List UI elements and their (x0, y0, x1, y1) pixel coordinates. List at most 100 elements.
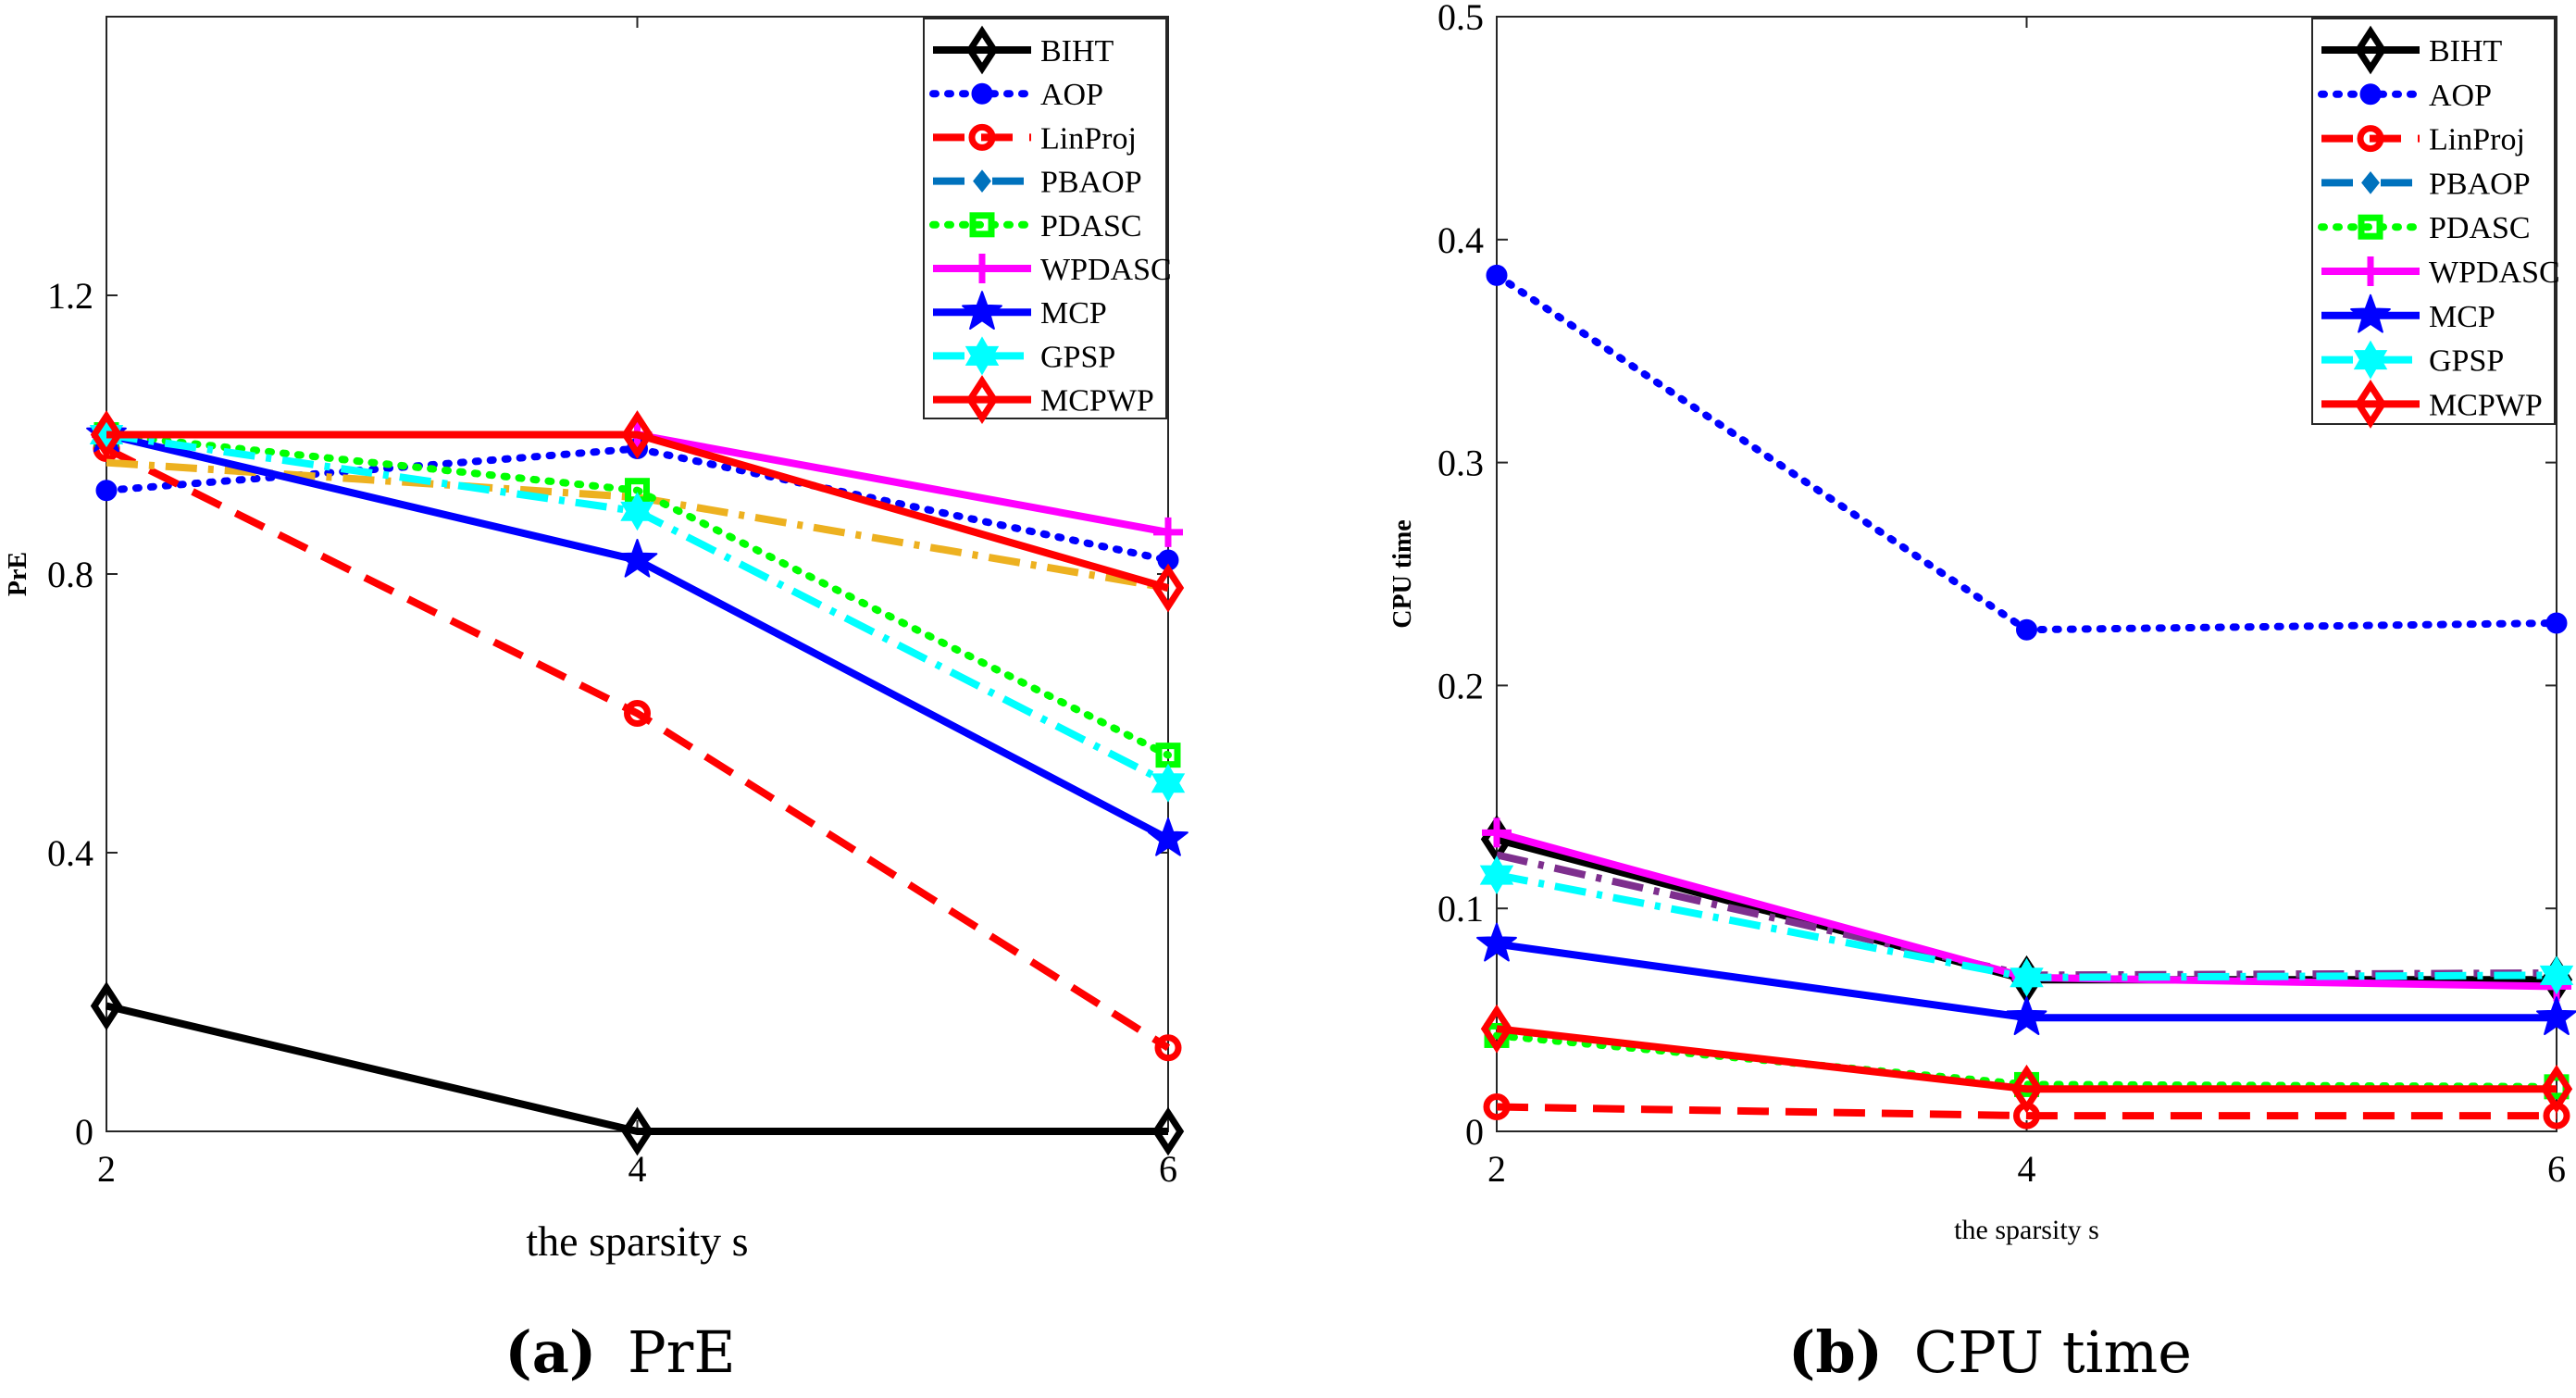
legend-marker-pdasc (969, 212, 995, 238)
legend-label-aop: AOP (1040, 78, 1103, 112)
legend-label-mcpwp: MCPWP (2429, 388, 2543, 422)
legend-item-linproj: LinProj (933, 121, 1137, 156)
legend-label-mcpwp: MCPWP (1040, 384, 1154, 418)
caption-a-letter: (a) (504, 1318, 596, 1386)
legend-marker-gpsp (2353, 340, 2388, 380)
data-point-mcp (1148, 818, 1188, 856)
data-point-gpsp (2010, 957, 2044, 997)
legend-label-biht: BIHT (1040, 34, 1114, 69)
x-tick-label: 6 (1159, 1148, 1177, 1190)
data-point-mcpwp (2540, 1064, 2573, 1114)
legend-item-aop: AOP (2318, 79, 2492, 113)
legend-item-gpsp: GPSP (2321, 340, 2504, 380)
data-point-wpdasc (1153, 517, 1183, 547)
caption-b-text: CPU time (1914, 1318, 2192, 1386)
legend-marker-biht (965, 25, 999, 75)
data-point-gpsp (620, 492, 654, 531)
y-tick-label: 1.2 (47, 275, 93, 317)
y-axis-label: CPU time (1388, 519, 1417, 628)
series-pbaop (106, 458, 1169, 593)
legend-item-pdasc: PDASC (929, 209, 1142, 243)
data-point-mcp (616, 539, 658, 578)
legend-marker-aop (971, 82, 993, 105)
panel-a-prE-chart: 0 0.4 0.8 1.2 2 4 6 the sparsity s PrE BIHT AOP Lin… (4, 16, 1188, 1265)
data-point-linproj (1483, 1093, 1511, 1121)
caption-b-letter: (b) (1788, 1318, 1883, 1386)
y-tick-label: 0.8 (47, 554, 93, 595)
caption-a: (a) PrE (504, 1318, 735, 1386)
y-tick-label: 0 (75, 1111, 93, 1153)
series-line-linproj (1496, 1103, 2557, 1120)
series-line-biht (106, 1002, 1168, 1135)
y-axis-label: PrE (4, 552, 32, 596)
data-point-gpsp (1151, 763, 1186, 803)
legend-marker-pbaop (973, 169, 991, 193)
legend-marker-biht (2354, 25, 2387, 75)
y-tick-label: 0.4 (47, 832, 93, 874)
data-point-biht (1151, 1106, 1185, 1156)
data-point-mcpwp (1151, 563, 1185, 613)
data-point-mcp (2536, 996, 2576, 1035)
series-mcpwp (1480, 1004, 2573, 1114)
series-mcp (1476, 922, 2576, 1035)
y-tick-label: 0.4 (1437, 219, 1484, 261)
legend-item-aop: AOP (929, 78, 1103, 112)
data-point-mcp (2006, 996, 2047, 1035)
legend-item-biht: BIHT (933, 25, 1114, 75)
data-point-aop (95, 480, 118, 502)
legend: BIHT AOP LinProj PBAOP PDASC WPDASC MCP GPSP MCP… (2311, 18, 2560, 429)
legend-item-mcpwp: MCPWP (2321, 379, 2543, 429)
y-tick-label: 0 (1465, 1111, 1484, 1153)
legend-item-pbaop: PBAOP (2321, 167, 2531, 201)
legend-marker-mcpwp (2354, 379, 2387, 429)
legend-item-biht: BIHT (2321, 25, 2503, 75)
data-point-aop (2016, 618, 2037, 641)
x-tick-label: 4 (628, 1148, 647, 1190)
x-tick-label: 6 (2547, 1148, 2566, 1190)
x-axis-label: the sparsity s (1954, 1215, 2099, 1245)
x-tick-label: 2 (97, 1148, 116, 1190)
legend-marker-pdasc (2358, 214, 2383, 240)
legend-item-wpdasc: WPDASC (2321, 256, 2560, 290)
data-point-mcpwp (2010, 1064, 2043, 1114)
data-point-wpdasc (1482, 818, 1512, 848)
legend-item-mcp: MCP (933, 291, 1107, 331)
series-biht (90, 981, 1185, 1156)
legend-box (923, 18, 1167, 419)
y-tick-label: 0.2 (1437, 665, 1484, 706)
x-tick-label: 4 (2018, 1148, 2036, 1190)
series-line-pbaop (106, 458, 1169, 593)
legend-label-pbaop: PBAOP (1040, 166, 1142, 200)
legend: BIHT AOP LinProj PBAOP PDASC WPDASC MCP GPSP MCP… (923, 18, 1172, 425)
legend-label-pdasc: PDASC (1040, 209, 1142, 243)
legend-item-gpsp: GPSP (933, 336, 1115, 376)
caption-b: (b) CPU time (1788, 1318, 2192, 1386)
legend-marker-linproj (968, 123, 996, 151)
series-line-linproj (105, 445, 1171, 1052)
data-point-aop (1486, 264, 1508, 286)
data-point-biht (621, 1106, 653, 1156)
legend-label-wpdasc: WPDASC (1040, 253, 1172, 287)
data-point-mcpwp (1480, 1004, 1513, 1054)
series-line-mcpwp (106, 431, 1170, 592)
legend-marker-gpsp (964, 336, 1000, 376)
legend-item-wpdasc: WPDASC (933, 253, 1172, 287)
legend-marker-wpdasc (967, 254, 997, 283)
x-axis-label: the sparsity s (526, 1217, 748, 1265)
series-aop (1486, 264, 2568, 641)
legend-label-mcp: MCP (2429, 300, 2495, 334)
legend-label-linproj: LinProj (2429, 123, 2525, 157)
legend-marker-linproj (2357, 125, 2384, 153)
legend-marker-wpdasc (2356, 256, 2385, 286)
legend-label-gpsp: GPSP (1040, 340, 1115, 374)
series-gpsp (1479, 855, 2574, 997)
data-point-mcpwp (621, 410, 653, 459)
legend-label-aop: AOP (2429, 79, 2492, 113)
legend-item-pdasc: PDASC (2318, 211, 2531, 245)
series-line-pdasc (103, 431, 1172, 759)
legend-item-linproj: LinProj (2321, 123, 2525, 157)
data-point-mcpwp (90, 410, 123, 459)
data-point-linproj (624, 700, 651, 727)
legend-item-mcpwp: MCPWP (933, 375, 1154, 425)
